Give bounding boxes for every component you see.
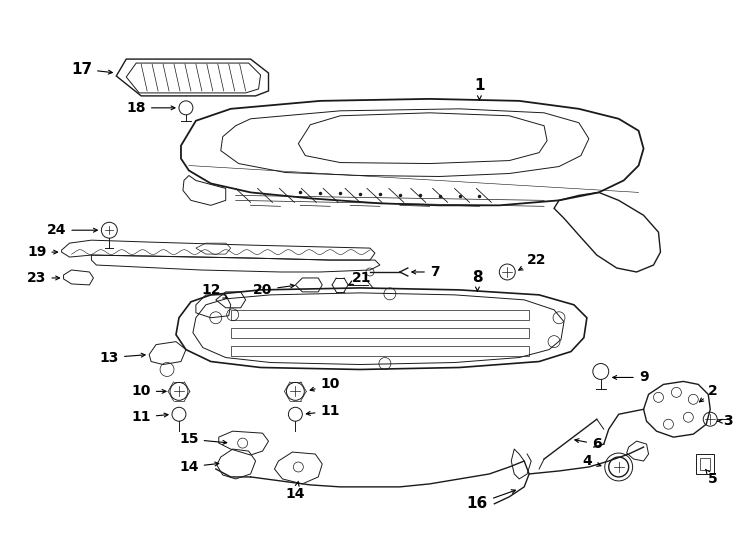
Text: 22: 22: [519, 253, 547, 270]
Text: 2: 2: [700, 384, 718, 402]
Text: 24: 24: [47, 223, 98, 237]
Text: 14: 14: [286, 481, 305, 501]
Text: 7: 7: [412, 265, 440, 279]
Text: 14: 14: [179, 460, 219, 474]
Text: 21: 21: [349, 271, 372, 285]
Text: 10: 10: [131, 384, 166, 399]
Text: 18: 18: [126, 101, 175, 115]
Text: 15: 15: [179, 432, 227, 446]
Text: 11: 11: [131, 410, 168, 424]
Text: 3: 3: [718, 414, 733, 428]
Text: 12: 12: [201, 283, 227, 298]
Text: 19: 19: [27, 245, 57, 259]
Text: 4: 4: [582, 454, 601, 468]
Text: 6: 6: [575, 437, 602, 451]
Text: 20: 20: [252, 283, 294, 297]
Text: 9: 9: [613, 370, 648, 384]
Text: 17: 17: [71, 62, 112, 77]
Text: 23: 23: [27, 271, 59, 285]
Text: 10: 10: [310, 377, 340, 392]
Text: 8: 8: [472, 271, 483, 291]
Text: 16: 16: [467, 490, 515, 511]
Text: 13: 13: [100, 350, 145, 365]
Text: 11: 11: [306, 404, 340, 418]
Text: 1: 1: [474, 78, 484, 100]
Text: 5: 5: [705, 469, 718, 486]
